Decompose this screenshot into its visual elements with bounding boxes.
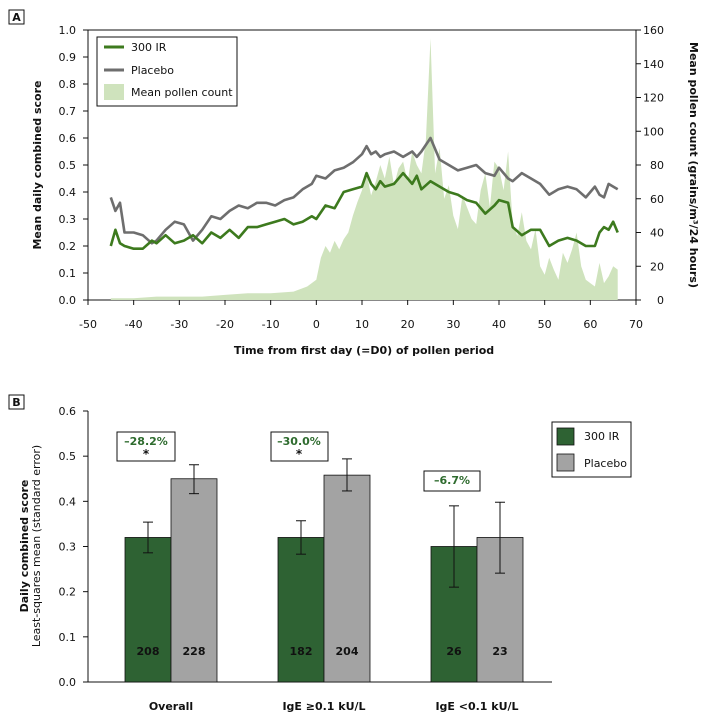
bar-n-label: 208 [137, 645, 160, 658]
category-label: IgE ≥0.1 kU/L [282, 700, 365, 713]
legend-label-300ir-b: 300 IR [584, 430, 620, 443]
legend-label-placebo-b: Placebo [584, 457, 627, 470]
x-tick-label: 50 [538, 318, 552, 331]
bar-n-label: 204 [336, 645, 359, 658]
legend-swatch-pollen [104, 84, 124, 100]
x-tick-label: -50 [79, 318, 97, 331]
bar-n-label: 228 [183, 645, 206, 658]
bar-placebo [170, 478, 218, 683]
y-tick-label: 0.6 [59, 132, 77, 145]
x-tick-label: 20 [401, 318, 415, 331]
panel-b-letter-box [8, 394, 25, 410]
y-tick-label-b: 0.0 [59, 676, 77, 689]
y-tick-label: 0.3 [59, 213, 77, 226]
category-label: Overall [149, 700, 193, 713]
legend-label-300ir: 300 IR [131, 41, 167, 54]
percent-change-label: –30.0% [277, 435, 321, 448]
y-tick-label-b: 0.3 [59, 541, 77, 554]
significance-box [116, 431, 176, 462]
y2-tick-label: 80 [650, 159, 664, 172]
axes-a: -50 -40 -30 -20 -10 0 10 20 30 40 50 60 70 0.0 0.1 0.2 0… [59, 24, 665, 331]
y2-tick-label: 40 [650, 227, 664, 240]
legend-label-placebo: Placebo [131, 64, 174, 77]
legend-swatch-placebo-b [556, 453, 575, 472]
x-tick-label: -40 [125, 318, 143, 331]
x-tick-label: 40 [492, 318, 506, 331]
y-tick-label: 1.0 [59, 24, 77, 37]
bar-n-label: 182 [290, 645, 313, 658]
x-tick-label: -20 [216, 318, 234, 331]
panel-b: B 0.0 0.1 0.2 0.3 0.4 0.5 0.6 208 228 Overall 182… [8, 394, 632, 713]
y-tick-label: 0.0 [59, 294, 77, 307]
pollen-area-layer [110, 38, 618, 301]
y-tick-label-b: 0.2 [59, 586, 77, 599]
y-tick-label: 0.2 [59, 240, 77, 253]
percent-change-label: –28.2% [124, 435, 168, 448]
legend-swatch-300ir-b [556, 427, 575, 446]
y2-tick-label: 120 [643, 92, 664, 105]
x-axis-title-a: Time from first day (=D0) of pollen peri… [234, 344, 494, 357]
y-tick-label-b: 0.5 [59, 450, 77, 463]
series-line-placebo [109, 136, 619, 245]
y2-tick-label: 0 [657, 294, 664, 307]
y2-tick-label: 60 [650, 193, 664, 206]
bars-layer: 208 228 Overall 182 204 IgE ≥0.1 kU/L 26 23 IgE … [116, 431, 524, 713]
bar-n-label: 23 [492, 645, 507, 658]
y-tick-label-b: 0.4 [59, 495, 77, 508]
y-tick-label: 0.9 [59, 51, 77, 64]
x-tick-label: 0 [313, 318, 320, 331]
y2-tick-label: 20 [650, 260, 664, 273]
x-tick-label: 70 [629, 318, 643, 331]
percent-change-label: –6.7% [434, 474, 470, 487]
bar-n-label: 26 [446, 645, 462, 658]
y-tick-label-b: 0.1 [59, 631, 77, 644]
legend-a: 300 IR Placebo Mean pollen count [96, 36, 238, 107]
lines-layer [109, 136, 619, 250]
y-tick-label: 0.8 [59, 78, 77, 91]
legend-b: 300 IR Placebo [551, 421, 632, 478]
y-tick-label: 0.4 [59, 186, 77, 199]
significance-box [270, 431, 329, 462]
y2-tick-label: 100 [643, 125, 664, 138]
significance-box [423, 470, 481, 492]
y-axis-title-b: Daily combined score [18, 480, 31, 613]
category-label: IgE <0.1 kU/L [435, 700, 518, 713]
significance-star: * [143, 447, 150, 461]
x-tick-label: 30 [446, 318, 460, 331]
y2-axis-title-a: Mean pollen count (grains/m³/24 hours) [687, 42, 700, 288]
legend-label-pollen: Mean pollen count [131, 86, 233, 99]
bar-300ir [124, 537, 172, 683]
x-tick-label: -30 [170, 318, 188, 331]
x-tick-label: 60 [583, 318, 597, 331]
series-line-300ir [109, 171, 619, 250]
y2-tick-label: 140 [643, 58, 664, 71]
significance-star: * [296, 447, 303, 461]
panel-b-letter: B [12, 396, 20, 409]
y-tick-label-b: 0.6 [59, 405, 77, 418]
y-tick-label: 0.7 [59, 105, 77, 118]
y-tick-label: 0.1 [59, 267, 77, 280]
panel-a-letter-box [8, 9, 25, 25]
pollen-area [110, 38, 618, 301]
y-axis-subtitle-b: Least-squares mean (standard error) [30, 445, 43, 647]
x-tick-label: -10 [262, 318, 280, 331]
bar-300ir [277, 537, 325, 683]
panel-a-letter: A [12, 11, 21, 24]
x-tick-label: 10 [355, 318, 369, 331]
panel-a: A -50 -40 -30 -20 -10 0 10 20 30 40 50 60 70 0.0 0.1 0.… [8, 9, 700, 357]
y-tick-label: 0.5 [59, 159, 77, 172]
y2-tick-label: 160 [643, 24, 664, 37]
y-axis-title-a: Mean daily combined score [31, 80, 44, 249]
